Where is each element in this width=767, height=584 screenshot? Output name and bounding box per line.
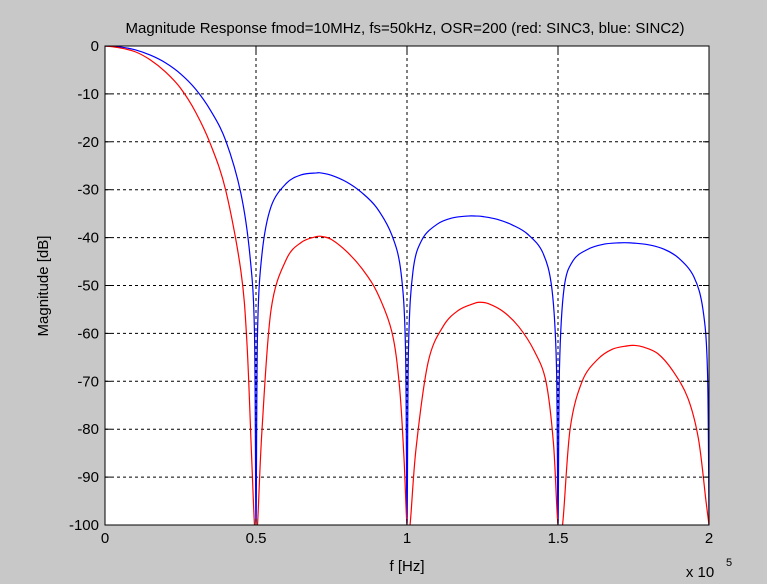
y-tick-label: -30: [77, 182, 99, 199]
x-tick-label: 1: [403, 530, 411, 547]
x-tick-label: 2: [705, 530, 713, 547]
y-tick-label: -90: [77, 469, 99, 486]
y-tick-label: -80: [77, 421, 99, 438]
y-tick-label: -100: [69, 517, 99, 534]
y-tick-label: -20: [77, 134, 99, 151]
y-tick-label: -10: [77, 86, 99, 103]
x-multiplier-exponent: 5: [726, 557, 732, 569]
x-tick-label: 1.5: [548, 530, 569, 547]
x-tick-labels: 0 0.5 1 1.5 2: [101, 530, 713, 547]
x-tick-label: 0: [101, 530, 109, 547]
y-tick-label: -40: [77, 230, 99, 247]
y-tick-label: -50: [77, 278, 99, 295]
y-tick-label: 0: [91, 38, 99, 55]
x-axis-label: f [Hz]: [389, 558, 424, 575]
y-tick-label: -60: [77, 325, 99, 342]
y-axis-label: Magnitude [dB]: [35, 236, 52, 337]
x-multiplier: x 10: [686, 564, 714, 581]
chart-title: Magnitude Response fmod=10MHz, fs=50kHz,…: [125, 20, 684, 37]
x-tick-label: 0.5: [246, 530, 267, 547]
y-tick-labels: 0 -10 -20 -30 -40 -50 -60 -70 -80 -90 -100: [69, 38, 99, 534]
y-tick-label: -70: [77, 373, 99, 390]
